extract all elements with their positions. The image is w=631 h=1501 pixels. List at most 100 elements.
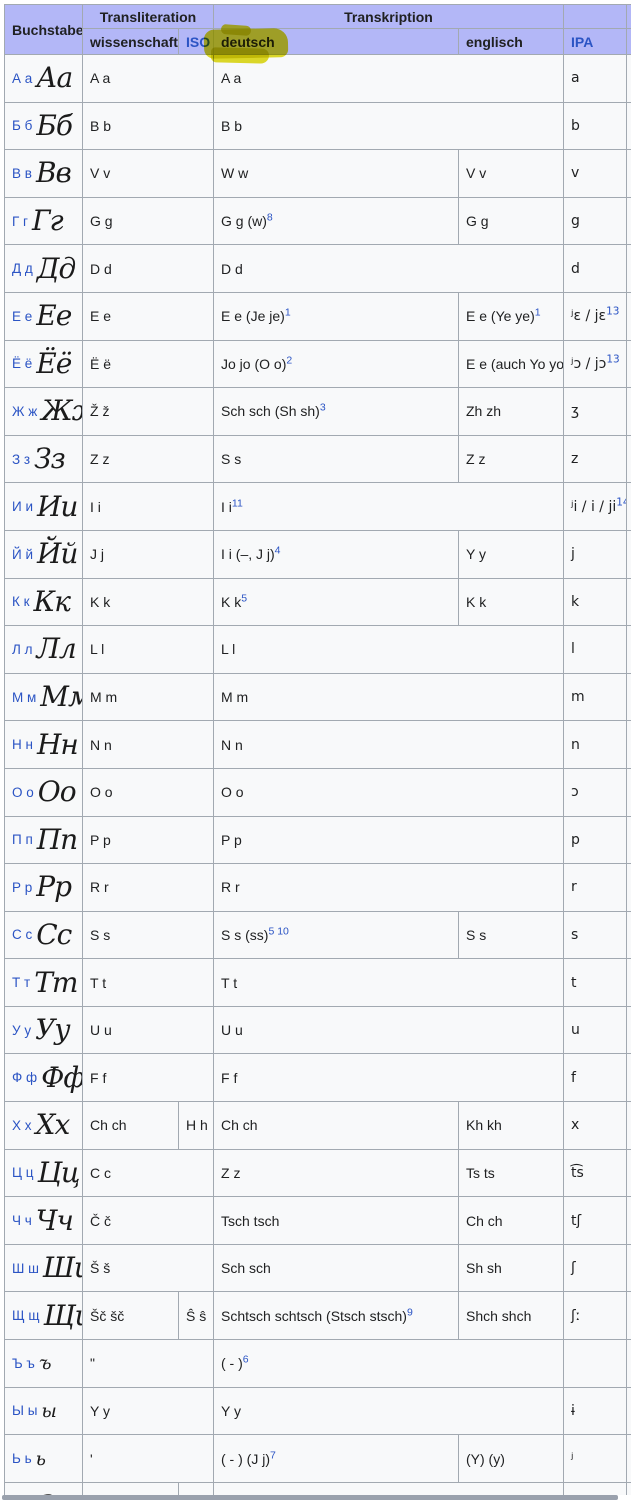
ipa-link[interactable]: IPA: [571, 33, 594, 50]
cell-text: H h: [186, 1117, 208, 1134]
letter-wrap: С с Сс: [12, 919, 75, 950]
cell-text: S s: [221, 451, 242, 468]
letter-link[interactable]: Щ щ: [12, 1308, 40, 1324]
cell-text: Šč šč: [90, 1307, 125, 1324]
englisch-cell: Ts ts: [458, 1148, 564, 1198]
letter-link[interactable]: И и: [12, 499, 33, 515]
letter-link[interactable]: Ч ч: [12, 1213, 32, 1229]
letter-link[interactable]: Ъ ъ: [12, 1355, 35, 1371]
footnote-ref[interactable]: 13: [606, 353, 620, 366]
footnote-ref[interactable]: 9: [406, 1306, 413, 1319]
extra-cell: [626, 1386, 631, 1436]
footnote-ref[interactable]: 6: [242, 1353, 249, 1366]
extra-cell: [626, 244, 631, 293]
cell-text: ': [90, 1450, 93, 1467]
letter-link[interactable]: С с: [12, 927, 33, 943]
letter-wrap: У у Уу: [12, 1015, 75, 1045]
header-row-groups: Buchstabe Transliteration Transkription: [4, 4, 631, 55]
wissenschaftlich-cell: L l: [82, 625, 214, 674]
letter-link[interactable]: У у: [12, 1022, 32, 1038]
letter-link[interactable]: Ь ь: [12, 1451, 32, 1467]
ipa-cell: a: [563, 54, 627, 103]
cell-text: a: [571, 70, 580, 87]
cell-text: ": [90, 1355, 95, 1372]
scrollbar-thumb[interactable]: [2, 1495, 618, 1500]
footnote-ref[interactable]: 1: [284, 306, 291, 319]
horizontal-scrollbar[interactable]: [0, 1495, 631, 1501]
letter-link[interactable]: Л л: [12, 641, 33, 657]
letter-link[interactable]: К к: [12, 594, 30, 610]
letter-link[interactable]: Т т: [12, 975, 31, 991]
cursive-letter: Вв: [35, 156, 72, 190]
cell-text: D d: [221, 260, 243, 277]
letter-link[interactable]: П п: [12, 832, 33, 848]
cell-text: R r: [90, 879, 109, 896]
letter-link[interactable]: Д д: [12, 261, 33, 277]
cursive-letter: Чч: [35, 1203, 74, 1237]
letter-wrap: П п Пп: [12, 824, 78, 855]
iso9-link[interactable]: ISO 9: [186, 33, 213, 50]
cell-text: Jo jo (O o): [221, 355, 287, 372]
wissenschaftlich-cell: A a: [82, 54, 214, 103]
cell-text: Ts ts: [466, 1164, 495, 1181]
footnote-ref[interactable]: 13: [606, 305, 620, 318]
footnote-ref[interactable]: 3: [319, 401, 326, 414]
letter-link[interactable]: Х х: [12, 1117, 32, 1133]
ipa-cell: r: [563, 863, 627, 912]
cell-text: r: [571, 879, 577, 896]
cell-text: u: [571, 1022, 580, 1039]
letter-link[interactable]: Р р: [12, 879, 33, 895]
cursive-letter: ы: [41, 1399, 57, 1422]
letter-link[interactable]: Й й: [12, 546, 33, 562]
footnote-ref[interactable]: 14: [616, 495, 625, 508]
letter-link[interactable]: Ф ф: [12, 1070, 38, 1086]
englisch-cell: Zh zh: [458, 387, 564, 436]
letter-link[interactable]: Ц ц: [12, 1165, 34, 1181]
cell-text: (Y) (y): [466, 1450, 505, 1467]
ipa-cell: b: [563, 101, 627, 151]
letter-link[interactable]: Ё ё: [12, 356, 33, 372]
table-row: В в Вв V v W w V v v: [4, 149, 631, 198]
letter-wrap: Б б Бб: [12, 110, 75, 141]
ipa-cell: d: [563, 244, 627, 293]
cell-text: v: [571, 165, 580, 182]
footnote-ref[interactable]: 4: [274, 544, 281, 557]
letter-wrap: В в Вв: [12, 158, 75, 188]
cell-text: Kh kh: [466, 1117, 502, 1134]
letter-cell: А а Аа: [4, 54, 83, 103]
footnote-ref[interactable]: 5: [241, 592, 248, 605]
deutsch-cell: Sch sch: [213, 1243, 459, 1293]
letter-link[interactable]: Ш ш: [12, 1260, 39, 1276]
letter-link[interactable]: Г г: [12, 213, 28, 229]
header-englisch: englisch: [458, 28, 564, 55]
letter-cell: У у Уу: [4, 1005, 83, 1055]
footnote-ref[interactable]: 11: [231, 496, 243, 509]
deutsch-cell: B b: [213, 101, 564, 151]
letter-link[interactable]: В в: [12, 165, 32, 181]
letter-link[interactable]: Н н: [12, 737, 33, 753]
letter-link[interactable]: З з: [12, 451, 31, 467]
cell-text: j: [571, 546, 575, 563]
extra-cell: [626, 1005, 631, 1055]
cursive-letter: Уу: [35, 1013, 70, 1047]
footnote-ref[interactable]: 1: [534, 306, 541, 319]
englisch-cell: Sh sh: [458, 1243, 564, 1293]
letter-link[interactable]: М м: [12, 689, 37, 705]
footnote-ref[interactable]: 2: [286, 354, 293, 367]
letter-link[interactable]: Ы ы: [12, 1403, 38, 1419]
footnote-ref[interactable]: 5 10: [268, 925, 289, 938]
deutsch-cell: ( - )6: [213, 1339, 564, 1388]
letter-link[interactable]: Б б: [12, 118, 33, 134]
extra-cell: [626, 910, 631, 960]
letter-link[interactable]: Е е: [12, 308, 33, 324]
letter-link[interactable]: О о: [12, 784, 34, 800]
wissenschaftlich-cell: K k: [82, 577, 214, 627]
letter-link[interactable]: А а: [12, 70, 33, 86]
ipa-cell: p: [563, 815, 627, 865]
cell-text: L l: [221, 641, 236, 658]
footnote-ref[interactable]: 7: [269, 1448, 276, 1461]
letter-link[interactable]: Ж ж: [12, 403, 38, 419]
footnote-ref[interactable]: 8: [266, 211, 273, 224]
